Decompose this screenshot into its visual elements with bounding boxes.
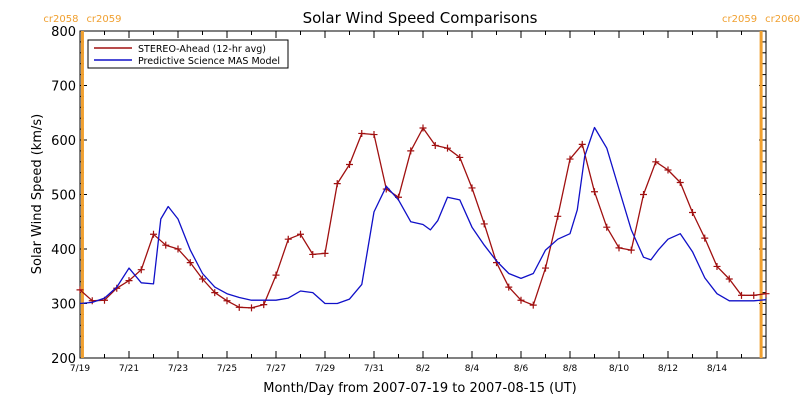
data-point-marker [223, 297, 231, 305]
data-point-marker [738, 291, 745, 299]
x-tick-label: 8/10 [609, 364, 629, 374]
x-tick-label: 7/29 [315, 364, 335, 374]
data-point-marker [113, 284, 121, 292]
chart-title: Solar Wind Speed Comparisons [303, 9, 538, 27]
x-tick-label: 7/25 [217, 364, 237, 374]
data-point-marker [162, 241, 170, 249]
carrington-label-right: cr2060 [765, 14, 800, 25]
data-point-marker [419, 124, 427, 132]
data-point-marker [505, 283, 513, 291]
data-point-marker [676, 179, 684, 187]
data-point-marker [174, 245, 182, 253]
data-point-marker [652, 158, 660, 166]
data-point-marker [701, 234, 709, 242]
data-point-marker [297, 230, 304, 238]
y-tick-label: 500 [51, 189, 76, 204]
data-point-marker [640, 191, 647, 198]
x-axis-label: Month/Day from 2007-07-19 to 2007-08-15 … [263, 381, 576, 396]
data-point-marker [603, 223, 611, 231]
legend-label: STEREO-Ahead (12-hr avg) [138, 44, 266, 55]
data-point-marker [272, 271, 280, 279]
carrington-label-left: cr2059 [722, 14, 757, 25]
data-point-marker [713, 262, 721, 270]
x-tick-label: 8/2 [416, 364, 430, 374]
data-point-marker [370, 131, 378, 139]
x-tick-label: 8/4 [465, 364, 480, 374]
y-tick-label: 300 [51, 298, 76, 313]
data-point-marker [346, 161, 353, 169]
data-point-marker [431, 141, 439, 149]
legend-label: Predictive Science MAS Model [138, 56, 280, 67]
data-point-marker [566, 155, 574, 163]
data-point-marker [248, 304, 255, 312]
data-point-marker [762, 290, 770, 298]
data-point-marker [358, 129, 366, 137]
data-point-marker [76, 286, 84, 294]
data-point-marker [284, 235, 292, 243]
data-point-marker [554, 212, 562, 220]
data-point-marker [578, 140, 586, 148]
y-tick-label: 600 [51, 134, 76, 149]
data-point-marker [456, 153, 464, 161]
legend-box [87, 39, 289, 69]
data-point-marker [664, 166, 672, 174]
data-point-marker [529, 301, 537, 309]
data-point-marker [235, 303, 243, 311]
data-point-marker [186, 259, 194, 267]
x-tick-label: 7/23 [168, 364, 188, 374]
data-point-marker [468, 184, 476, 192]
data-point-marker [137, 266, 145, 274]
data-point-marker [125, 277, 133, 285]
y-axis-label: Solar Wind Speed (km/s) [30, 114, 45, 274]
data-point-marker [333, 180, 341, 188]
data-point-marker [444, 144, 451, 152]
data-point-marker [591, 188, 598, 196]
data-point-marker [627, 246, 635, 254]
x-tick-label: 8/6 [514, 364, 529, 374]
x-tick-label: 7/21 [119, 364, 139, 374]
data-point-marker [689, 208, 696, 216]
x-tick-label: 7/27 [266, 364, 286, 374]
data-point-marker [725, 275, 733, 283]
data-point-marker [150, 230, 157, 238]
data-point-marker [199, 275, 206, 283]
x-tick-label: 7/31 [364, 364, 384, 374]
data-point-marker [615, 244, 623, 252]
y-tick-label: 700 [51, 80, 76, 95]
y-tick-label: 200 [51, 352, 76, 367]
carrington-label-left: cr2058 [43, 14, 78, 25]
series-line-2 [79, 126, 767, 305]
y-tick-label: 400 [51, 243, 76, 258]
data-point-marker [542, 264, 549, 272]
data-point-marker [88, 297, 96, 305]
plot-area: 200 300 400 500 600 700 800 7/19 7/21 7/23 7/25 7/2… [43, 14, 800, 374]
data-point-marker [260, 301, 268, 309]
carrington-label-right: cr2059 [86, 14, 121, 25]
legend: STEREO-Ahead (12-hr avg)Predictive Scien… [87, 39, 289, 69]
data-point-marker [309, 250, 317, 258]
data-point-marker [480, 220, 488, 228]
data-point-marker [211, 289, 219, 297]
x-tick-label: 8/12 [658, 364, 678, 374]
x-tick-label: 8/8 [563, 364, 578, 374]
data-point-marker [750, 291, 758, 299]
data-point-marker [321, 249, 329, 257]
y-tick-label: 800 [51, 25, 76, 40]
x-tick-label: 8/14 [707, 364, 727, 374]
data-point-marker [407, 147, 415, 155]
data-point-marker [517, 296, 525, 304]
x-tick-label: 7/19 [70, 364, 90, 374]
